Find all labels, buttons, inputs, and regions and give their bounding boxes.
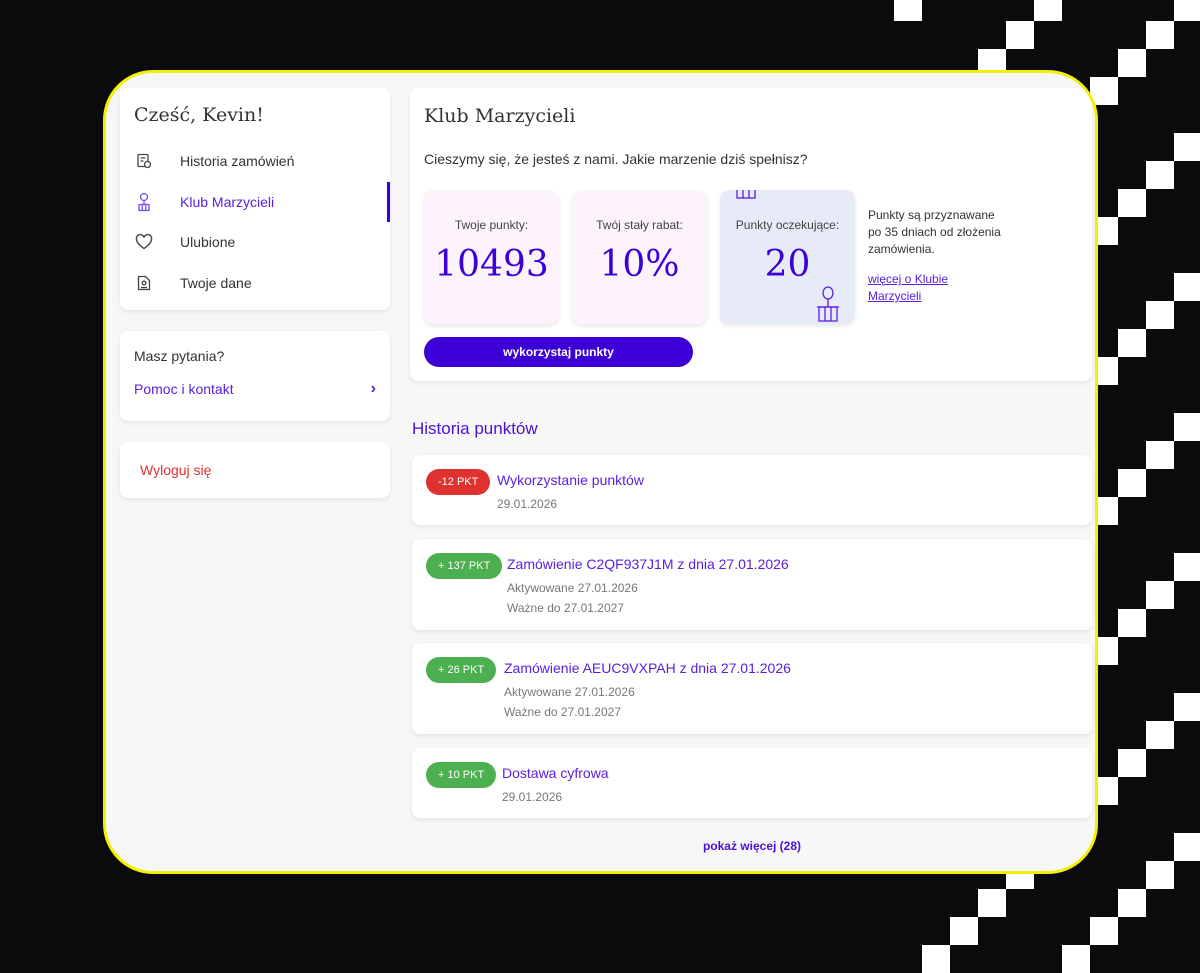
pattern-square (1118, 49, 1146, 77)
club-card: Klub Marzycieli Cieszymy się, że jesteś … (410, 88, 1092, 381)
stat-label: Punkty oczekujące: (735, 218, 840, 232)
history-item-title: Zamówienie C2QF937J1M z dnia 27.01.2026 (507, 556, 789, 572)
pattern-square (1118, 889, 1146, 917)
greeting: Cześć, Kevin! (134, 104, 264, 126)
pattern-square (1006, 21, 1034, 49)
history-item-title: Zamówienie AEUC9VXPAH z dnia 27.01.2026 (504, 660, 791, 676)
heart-icon (134, 232, 154, 252)
help-contact-link[interactable]: Pomoc i kontakt › (134, 378, 376, 400)
pattern-square (894, 0, 922, 21)
logout-button[interactable]: Wyloguj się (140, 462, 212, 478)
pattern-square (950, 917, 978, 945)
stat-value: 20 (764, 244, 811, 285)
sidebar-item-twoje-dane[interactable]: Twoje dane (134, 268, 390, 298)
pattern-square (1174, 0, 1200, 21)
history-item: + 10 PKT Dostawa cyfrowa 29.01.2026 (412, 748, 1092, 818)
pattern-square (1118, 469, 1146, 497)
pattern-square (1146, 721, 1174, 749)
history-item-valid-until: Ważne do 27.01.2027 (504, 705, 621, 719)
order-history-icon (134, 151, 154, 171)
pattern-square (1118, 189, 1146, 217)
sidebar-item-label: Historia zamówień (180, 153, 295, 169)
pattern-square (1034, 0, 1062, 21)
stat-value: 10493 (434, 244, 549, 285)
points-badge: + 137 PKT (426, 553, 503, 579)
stat-label: Twoje punkty: (454, 218, 529, 232)
stat-label: Twój stały rabat: (596, 218, 683, 232)
balloon-gift-icon (134, 192, 154, 212)
use-points-button[interactable]: wykorzystaj punkty (424, 337, 693, 367)
pattern-square (1118, 329, 1146, 357)
history-item: + 137 PKT Zamówienie C2QF937J1M z dnia 2… (412, 539, 1092, 630)
help-card: Masz pytania? Pomoc i kontakt › (120, 331, 390, 421)
pattern-square (1146, 21, 1174, 49)
pattern-square (1090, 917, 1118, 945)
pattern-square (1118, 609, 1146, 637)
pattern-square (1146, 441, 1174, 469)
history-item-date: 29.01.2026 (502, 790, 563, 804)
history-item: -12 PKT Wykorzystanie punktów 29.01.2026 (412, 455, 1092, 525)
pattern-square (1174, 693, 1200, 721)
pattern-square (1174, 273, 1200, 301)
show-more-link[interactable]: pokaż więcej (28) (702, 839, 802, 853)
pattern-square (978, 889, 1006, 917)
history-item: + 26 PKT Zamówienie AEUC9VXPAH z dnia 27… (412, 643, 1092, 734)
sidebar-item-label: Ulubione (180, 234, 236, 250)
pattern-square (1090, 77, 1118, 105)
more-about-club-link[interactable]: więcej o Klubie Marzycieli (868, 272, 949, 303)
history-item-date: 29.01.2026 (497, 497, 558, 511)
logout-card: Wyloguj się (120, 442, 390, 498)
pattern-square (1146, 161, 1174, 189)
stat-points: Twoje punkty: 10493 (424, 190, 559, 324)
chevron-right-icon: › (370, 380, 376, 397)
stat-value: 10% (599, 244, 680, 285)
points-badge: -12 PKT (426, 469, 491, 495)
pattern-square (1174, 133, 1200, 161)
history-item-activated: Aktywowane 27.01.2026 (504, 685, 635, 699)
sidebar-item-klub-marzycieli[interactable]: Klub Marzycieli (134, 187, 390, 217)
gift-box-icon (736, 190, 756, 199)
points-note: Punkty są przyznawane po 35 dniach od zł… (868, 208, 1001, 256)
history-item-title: Wykorzystanie punktów (497, 472, 644, 488)
pattern-square (1174, 553, 1200, 581)
help-link-label: Pomoc i kontakt (134, 381, 234, 397)
history-item-valid-until: Ważne do 27.01.2027 (507, 601, 624, 615)
club-intro: Cieszymy się, że jesteś z nami. Jakie ma… (424, 151, 808, 167)
sidebar-nav: Cześć, Kevin! Historia zamówień Klub Mar… (120, 88, 390, 310)
pattern-square (1146, 861, 1174, 889)
sidebar-item-order-history[interactable]: Historia zamówień (134, 146, 390, 176)
pattern-square (922, 945, 950, 973)
points-badge: + 10 PKT (426, 762, 497, 788)
pattern-square (1062, 945, 1090, 973)
page-title: Klub Marzycieli (424, 105, 576, 127)
history-title: Historia punktów (412, 419, 538, 438)
pattern-square (1146, 581, 1174, 609)
help-title: Masz pytania? (134, 348, 225, 364)
pattern-square (1118, 749, 1146, 777)
points-badge: + 26 PKT (426, 657, 497, 683)
pattern-square (1146, 301, 1174, 329)
pattern-square (1174, 413, 1200, 441)
history-item-activated: Aktywowane 27.01.2026 (507, 581, 638, 595)
history-item-title: Dostawa cyfrowa (502, 765, 609, 781)
pattern-square (1174, 833, 1200, 861)
profile-document-icon (134, 273, 154, 293)
balloon-gift-icon (817, 286, 839, 322)
sidebar-item-label: Twoje dane (180, 275, 252, 291)
app-window: Cześć, Kevin! Historia zamówień Klub Mar… (103, 70, 1098, 874)
sidebar-item-ulubione[interactable]: Ulubione (134, 227, 390, 257)
sidebar-item-label: Klub Marzycieli (180, 194, 275, 210)
stat-discount: Twój stały rabat: 10% (572, 190, 707, 324)
active-indicator (387, 182, 390, 222)
stat-pending-points: Punkty oczekujące: 20 (720, 190, 855, 324)
